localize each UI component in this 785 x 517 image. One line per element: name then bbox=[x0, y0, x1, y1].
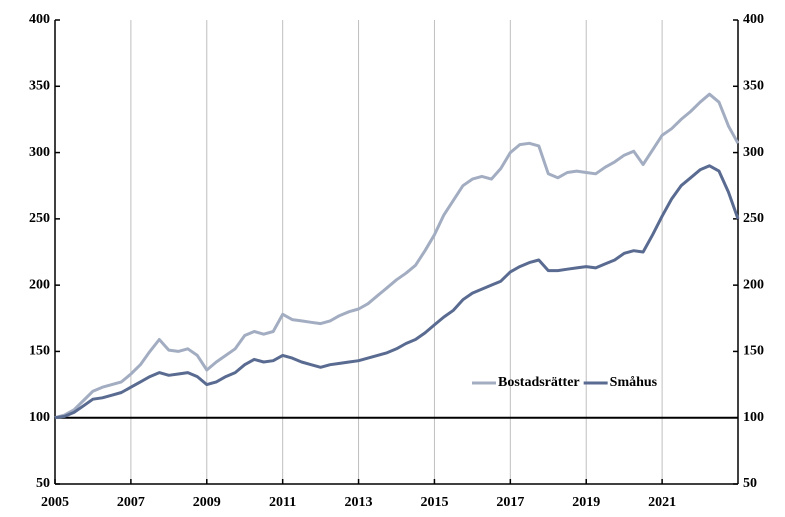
y-tick-label: 100 bbox=[29, 410, 50, 425]
y2-tick-label: 200 bbox=[743, 277, 764, 292]
x-tick-label: 2015 bbox=[420, 495, 448, 510]
x-tick-label: 2005 bbox=[41, 495, 69, 510]
y-tick-label: 200 bbox=[29, 277, 50, 292]
x-tick-label: 2021 bbox=[648, 495, 676, 510]
x-tick-label: 2007 bbox=[117, 495, 145, 510]
x-tick-label: 2019 bbox=[572, 495, 600, 510]
y2-tick-label: 350 bbox=[743, 79, 764, 94]
y2-tick-label: 400 bbox=[743, 12, 764, 27]
y2-tick-label: 150 bbox=[743, 344, 764, 359]
series-line bbox=[54, 164, 740, 420]
legend-label: Bostadsrätter bbox=[498, 375, 580, 390]
y2-tick-label: 250 bbox=[743, 211, 764, 226]
y-tick-label: 300 bbox=[29, 145, 50, 160]
series-line bbox=[54, 92, 740, 420]
y2-tick-label: 100 bbox=[743, 410, 764, 425]
y-tick-label: 400 bbox=[29, 12, 50, 27]
y-tick-label: 50 bbox=[36, 476, 50, 491]
y2-tick-label: 50 bbox=[743, 476, 757, 491]
y2-tick-label: 300 bbox=[743, 145, 764, 160]
y-tick-label: 350 bbox=[29, 79, 50, 94]
x-tick-label: 2011 bbox=[269, 495, 296, 510]
legend-label: Småhus bbox=[610, 375, 658, 390]
y-tick-label: 250 bbox=[29, 211, 50, 226]
y-tick-label: 150 bbox=[29, 344, 50, 359]
x-tick-label: 2013 bbox=[345, 495, 373, 510]
x-tick-label: 2017 bbox=[496, 495, 524, 510]
x-tick-label: 2009 bbox=[193, 495, 221, 510]
